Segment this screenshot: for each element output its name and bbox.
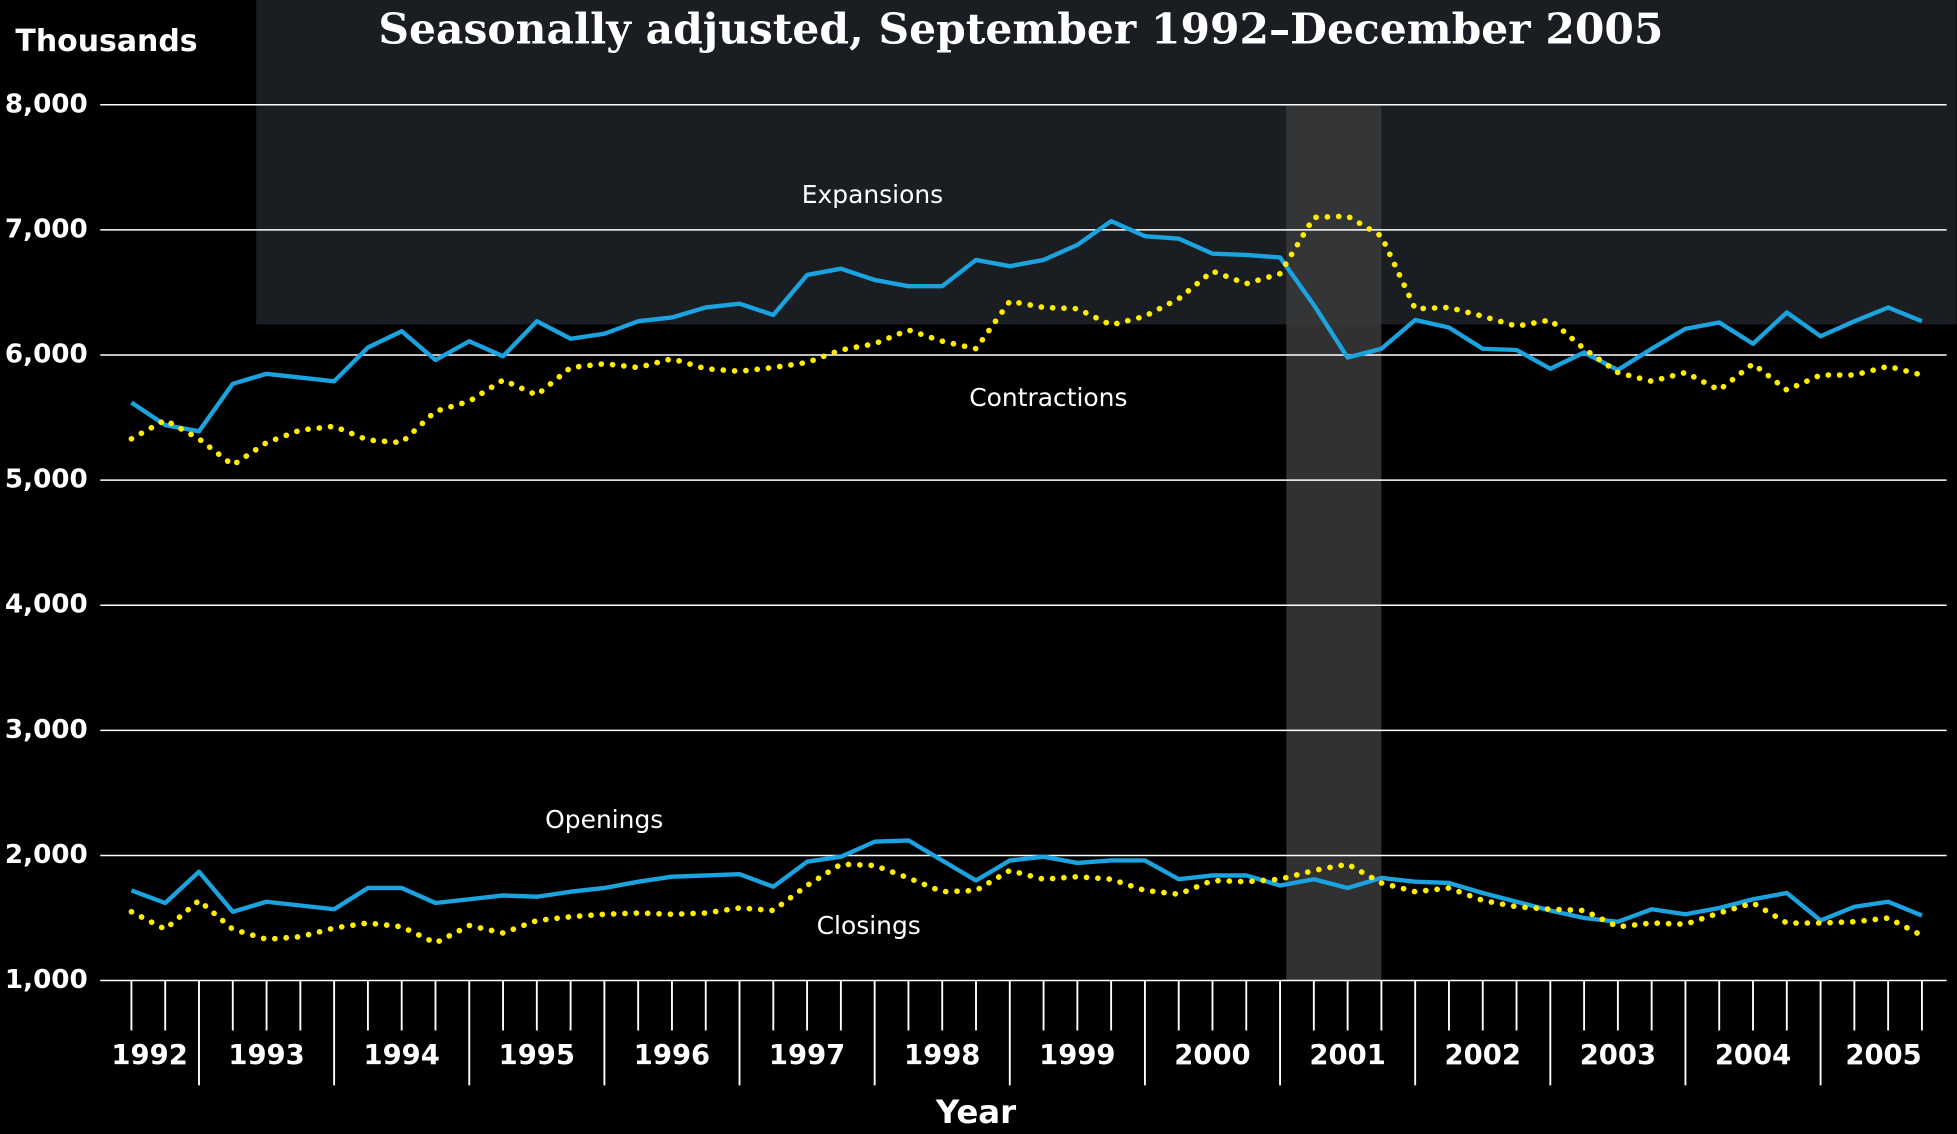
x-tick-label: 1997 [769, 1040, 845, 1071]
recession-band [1286, 104, 1382, 981]
x-tick-label: 2000 [1174, 1040, 1250, 1071]
y-tick-label: 6,000 [5, 340, 88, 370]
series-label: Contractions [969, 383, 1127, 412]
y-tick-label: 8,000 [5, 89, 88, 119]
chart-title: Seasonally adjusted, September 1992–Dece… [378, 4, 1663, 54]
series-line [130, 218, 1923, 434]
x-tick-label: 1993 [228, 1040, 304, 1071]
x-tick-label: 1992 [111, 1040, 187, 1071]
x-tick-label: 1994 [364, 1040, 440, 1071]
x-tick-label: 1996 [634, 1040, 710, 1071]
series-label: Closings [817, 911, 921, 940]
y-tick-label: 1,000 [5, 965, 88, 995]
series-line [128, 213, 1925, 468]
y-tick-label: 7,000 [5, 214, 88, 244]
y-tick-label: 3,000 [5, 715, 88, 745]
series-label: Expansions [802, 180, 943, 209]
x-tick-label: 1999 [1039, 1040, 1115, 1071]
y-axis-label: Thousands [15, 24, 197, 59]
y-tick-label: 5,000 [5, 465, 88, 495]
x-tick-label: 1995 [499, 1040, 575, 1071]
x-tick-label: 1998 [904, 1040, 980, 1071]
photo-backdrop [256, 0, 1957, 325]
x-tick-label: 2001 [1309, 1040, 1385, 1071]
series-line [128, 861, 1925, 946]
y-tick-label: 2,000 [5, 840, 88, 870]
x-axis-label: Year [935, 1093, 1016, 1131]
y-tick-label: 4,000 [5, 590, 88, 620]
x-tick-label: 2004 [1715, 1040, 1791, 1071]
x-tick-label: 2003 [1580, 1040, 1656, 1071]
series-line [130, 838, 1923, 924]
x-tick-label: 2005 [1845, 1040, 1921, 1071]
x-tick-label: 2002 [1445, 1040, 1521, 1071]
series-label: Openings [545, 805, 663, 834]
